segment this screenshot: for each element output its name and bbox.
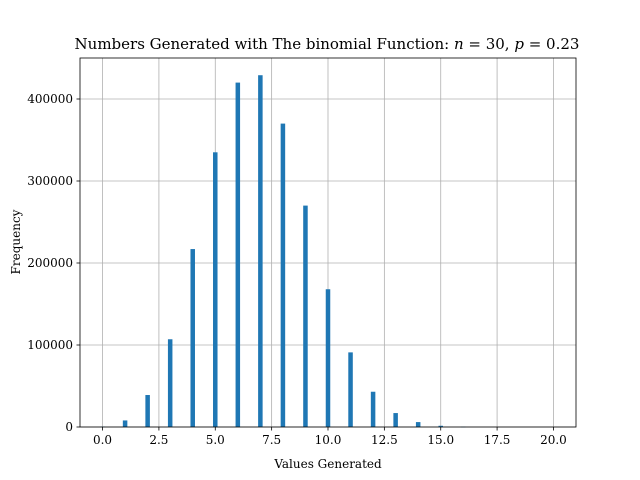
bar-13	[393, 413, 398, 427]
y-axis-label: Frequency	[9, 209, 23, 274]
y-tick-label: 100000	[27, 338, 73, 352]
bar-9	[303, 205, 308, 427]
bar-12	[370, 391, 376, 427]
bar-14	[415, 422, 421, 427]
bar-8	[280, 123, 286, 427]
x-tick-label: 10.0	[315, 433, 342, 447]
y-axis-ticks: 0 100000 200000 300000 400000	[27, 92, 80, 434]
bar-6	[235, 82, 241, 427]
grid-lines	[80, 58, 576, 428]
x-tick-label: 17.5	[484, 433, 511, 447]
x-tick-label: 12.5	[371, 433, 398, 447]
x-tick-label: 2.5	[149, 433, 168, 447]
bar-4	[190, 249, 195, 427]
title-n-variable: n	[454, 35, 464, 53]
x-tick-label: 0.0	[93, 433, 112, 447]
title-prefix: Numbers Generated with The binomial Func…	[75, 35, 454, 53]
bar-15	[438, 425, 443, 427]
bar-5	[213, 152, 218, 428]
x-axis-ticks: 0.0 2.5 5.0 7.5 10.0 12.5 15.0 17.5 20.0	[93, 427, 567, 447]
bar-11	[348, 352, 353, 427]
title-p-variable: p	[514, 35, 524, 53]
x-tick-label: 20.0	[540, 433, 567, 447]
bar-10	[325, 289, 331, 427]
bar-7	[258, 75, 263, 427]
bar-2	[145, 395, 150, 427]
bar-1	[122, 420, 128, 427]
y-tick-label: 200000	[27, 256, 73, 270]
y-tick-label: 300000	[27, 174, 73, 188]
title-p-value: = 0.23	[524, 35, 580, 53]
bars-group	[100, 75, 466, 428]
chart-title: Numbers Generated with The binomial Func…	[75, 35, 580, 53]
x-tick-label: 7.5	[262, 433, 281, 447]
x-axis-label: Values Generated	[273, 457, 382, 471]
x-tick-label: 15.0	[427, 433, 454, 447]
y-tick-label: 0	[65, 420, 73, 434]
title-n-value: = 30,	[464, 35, 515, 53]
x-tick-label: 5.0	[206, 433, 225, 447]
bar-3	[167, 339, 173, 427]
y-tick-label: 400000	[27, 92, 73, 106]
